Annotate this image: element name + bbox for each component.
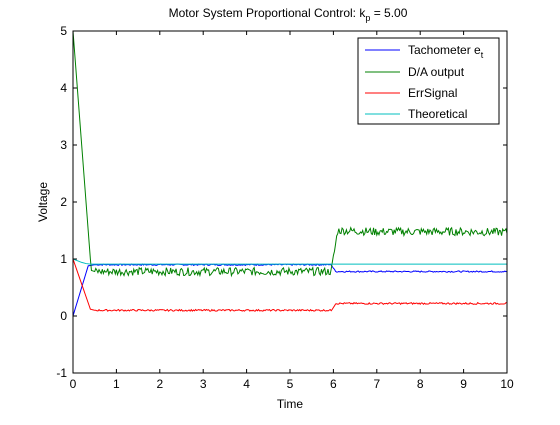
legend-label-text: Tachometer e [408, 43, 481, 57]
x-axis-title: Time [277, 397, 304, 411]
x-tick-label: 5 [287, 377, 294, 391]
x-tick-label: 10 [500, 377, 514, 391]
x-tick-label: 8 [417, 377, 424, 391]
legend-label-text: D/A output [408, 65, 465, 79]
chart-title-rest: = 5.00 [370, 6, 407, 20]
chart-title: Motor System Proportional Control: kp = … [169, 6, 408, 23]
legend-label: Tachometer et [408, 43, 484, 60]
legend-label: ErrSignal [408, 86, 457, 100]
legend-label-subscript: t [481, 50, 484, 60]
legend-label-text: Theoretical [408, 107, 467, 121]
x-tick-label: 0 [70, 377, 77, 391]
y-tick-label: -1 [56, 366, 67, 380]
legend-label: D/A output [408, 65, 465, 79]
series-line-3 [72, 258, 508, 312]
legend-label-text: ErrSignal [408, 86, 457, 100]
plot-area [72, 30, 508, 317]
chart-title-main: Motor System Proportional Control: k [169, 6, 367, 20]
chart-title-subscript: p [365, 13, 370, 23]
legend: Tachometer et D/A output ErrSignal Theoreti… [357, 37, 500, 125]
y-tick-label: 3 [60, 138, 67, 152]
x-tick-label: 4 [243, 377, 250, 391]
y-tick-label: 5 [60, 24, 67, 38]
y-axis-title: Voltage [36, 182, 50, 222]
x-tick-label: 3 [200, 377, 207, 391]
y-tick-label: 0 [60, 309, 67, 323]
x-tick-label: 2 [156, 377, 163, 391]
series-line-2 [72, 30, 508, 278]
legend-entries: Tachometer et D/A output ErrSignal Theoreti… [365, 43, 484, 121]
legend-box [357, 37, 500, 125]
series-line-4 [72, 258, 507, 265]
x-tick-label: 6 [330, 377, 337, 391]
legend-label: Theoretical [408, 107, 467, 121]
x-tick-label: 1 [113, 377, 120, 391]
x-tick-label: 9 [460, 377, 467, 391]
x-tick-label: 7 [373, 377, 380, 391]
y-tick-label: 4 [60, 81, 67, 95]
y-tick-label: 2 [60, 195, 67, 209]
y-tick-label: 1 [60, 252, 67, 266]
